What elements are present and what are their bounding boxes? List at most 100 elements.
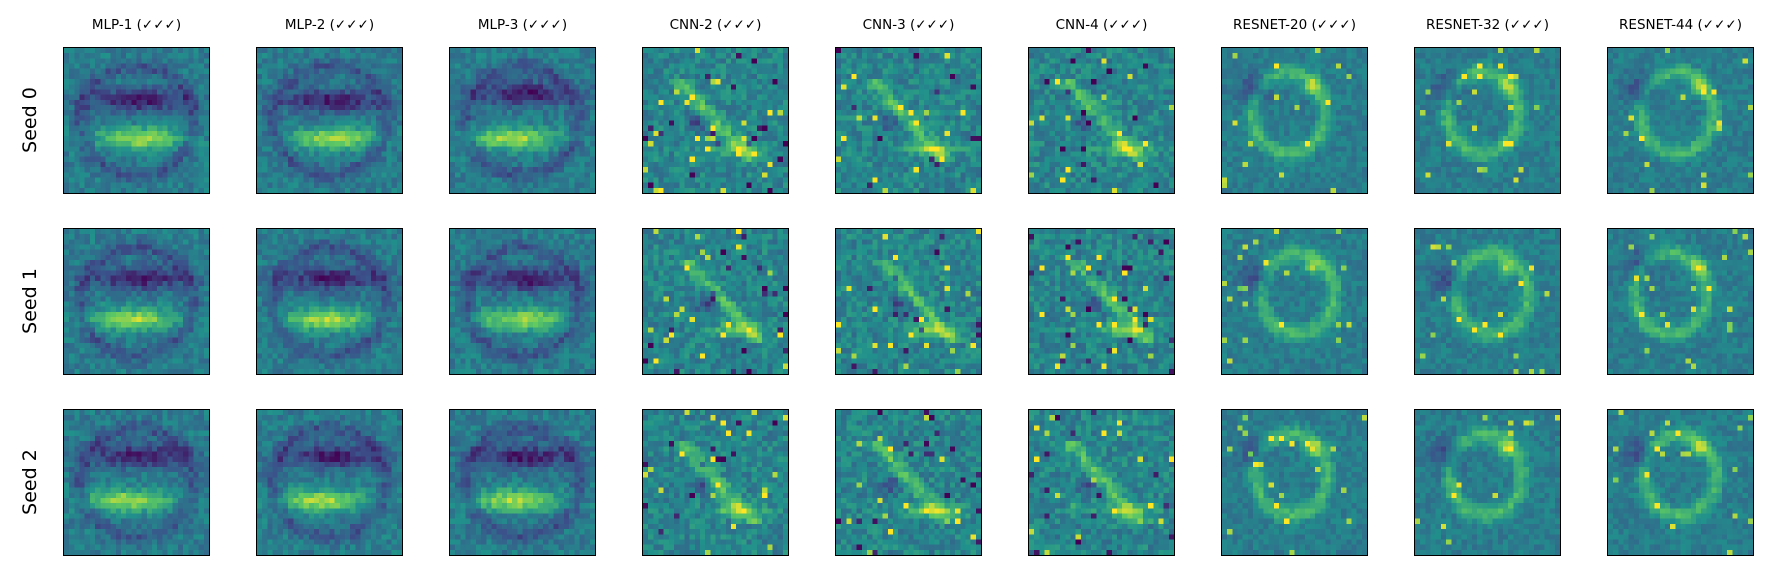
heatmap-cell (370, 167, 377, 173)
heatmap-cell (391, 508, 397, 514)
heatmap-cell (277, 48, 283, 54)
heatmap-cell (386, 539, 392, 545)
heatmap-cell (360, 477, 366, 483)
heatmap-cell (172, 363, 179, 369)
heatmap-cell (267, 110, 273, 116)
heatmap-cell (152, 353, 158, 359)
heatmap-cell (136, 451, 142, 457)
heatmap-cell (324, 487, 330, 493)
heatmap-cell (69, 410, 75, 416)
heatmap-cell (120, 539, 127, 545)
heatmap-cell (376, 446, 382, 452)
heatmap-cell (172, 415, 179, 421)
heatmap-cell (303, 451, 309, 457)
heatmap-cell (193, 477, 199, 483)
heatmap-cell (558, 53, 565, 59)
heatmap-cell (84, 275, 90, 281)
heatmap-panel (63, 47, 210, 194)
heatmap-cell (110, 234, 116, 240)
heatmap-cell (324, 146, 330, 152)
heatmap-cell (486, 68, 492, 74)
heatmap-cell (339, 498, 346, 504)
heatmap-cell (324, 513, 330, 519)
heatmap-cell (136, 48, 142, 54)
heatmap-cell (272, 110, 278, 116)
heatmap-cell (303, 115, 309, 121)
heatmap-cell (79, 110, 85, 116)
heatmap-cell (282, 110, 289, 116)
heatmap-cell (381, 177, 387, 183)
heatmap-cell (396, 260, 402, 266)
heatmap-cell (360, 518, 366, 525)
heatmap-cell (475, 89, 482, 95)
heatmap-cell (376, 337, 382, 344)
heatmap-cell (177, 48, 184, 54)
heatmap-cell (193, 472, 199, 478)
heatmap-cell (162, 322, 168, 328)
heatmap-cell (100, 487, 106, 493)
heatmap-cell (95, 265, 101, 271)
heatmap-cell (360, 234, 366, 240)
heatmap-cell (172, 353, 179, 359)
heatmap-cell (334, 549, 340, 555)
heatmap-cell (277, 301, 283, 307)
heatmap-cell (360, 301, 366, 307)
heatmap-cell (370, 141, 377, 147)
heatmap-cell (120, 513, 127, 519)
heatmap-cell (100, 275, 106, 281)
heatmap-cell (74, 280, 80, 287)
heatmap-cell (126, 265, 132, 271)
heatmap-cell (131, 363, 137, 369)
heatmap-cell (152, 187, 158, 193)
heatmap-cell (74, 425, 80, 431)
heatmap-cell (262, 415, 268, 421)
heatmap-cell (334, 368, 340, 374)
heatmap-cell (558, 73, 565, 80)
heatmap-cell (282, 68, 289, 74)
heatmap-cell (391, 487, 397, 493)
heatmap-cell (370, 420, 377, 426)
heatmap-cell (532, 63, 539, 69)
heatmap-cell (152, 529, 158, 535)
heatmap-cell (298, 89, 304, 95)
heatmap-cell (376, 120, 382, 126)
heatmap-cell (396, 141, 402, 147)
heatmap-cell (355, 342, 361, 349)
heatmap-cell (141, 420, 147, 426)
heatmap-cell (141, 249, 147, 255)
heatmap-cell (308, 285, 315, 292)
heatmap-cell (64, 244, 70, 250)
heatmap-cell (319, 249, 325, 255)
heatmap-cell (89, 415, 96, 421)
heatmap-cell (188, 136, 194, 142)
heatmap-cell (293, 311, 299, 318)
heatmap-cell (141, 99, 147, 106)
heatmap-cell (396, 420, 402, 426)
heatmap-cell (131, 337, 137, 344)
heatmap-cell (177, 456, 184, 462)
heatmap-cell (282, 136, 289, 142)
heatmap-cell (267, 48, 273, 54)
heatmap-cell (120, 99, 127, 106)
heatmap-cell (64, 518, 70, 525)
heatmap-cell (203, 461, 209, 468)
heatmap-cell (272, 482, 278, 488)
heatmap-cell (350, 48, 356, 54)
heatmap-cell (84, 529, 90, 535)
heatmap-cell (262, 296, 268, 302)
heatmap-cell (126, 285, 132, 292)
heatmap-cell (110, 146, 116, 152)
heatmap-cell (115, 280, 122, 287)
heatmap-cell (386, 182, 392, 188)
heatmap-cell (355, 513, 361, 519)
heatmap-cell (74, 534, 80, 540)
heatmap-cell (126, 534, 132, 540)
heatmap-cell (262, 244, 268, 250)
heatmap-cell (84, 177, 90, 183)
heatmap-cell (167, 156, 173, 163)
heatmap-cell (69, 337, 75, 344)
heatmap-cell (282, 410, 289, 416)
heatmap-cell (313, 130, 320, 137)
heatmap-cell (95, 115, 101, 121)
heatmap-cell (350, 487, 356, 493)
